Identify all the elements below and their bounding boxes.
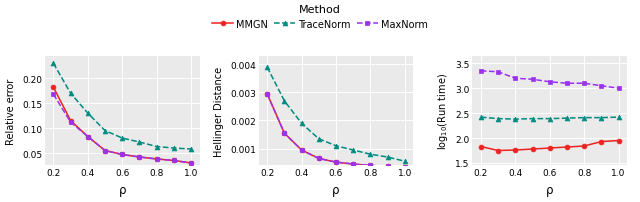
Y-axis label: Hellinger Distance: Hellinger Distance <box>214 66 225 156</box>
TraceNorm <box>136 141 143 144</box>
TraceNorm <box>367 153 374 156</box>
MaxNorm <box>529 79 536 81</box>
Line: MaxNorm: MaxNorm <box>265 92 407 170</box>
X-axis label: ρ: ρ <box>332 183 340 196</box>
TraceNorm <box>580 117 588 119</box>
MMGN <box>349 163 357 165</box>
Line: MMGN: MMGN <box>51 85 193 166</box>
MMGN <box>598 141 605 143</box>
MaxNorm <box>615 88 623 90</box>
MaxNorm <box>315 157 323 160</box>
TraceNorm <box>118 137 126 140</box>
MMGN <box>384 165 392 168</box>
MaxNorm <box>546 81 554 84</box>
MMGN <box>49 87 57 89</box>
TraceNorm <box>529 118 536 120</box>
Line: MaxNorm: MaxNorm <box>479 69 621 91</box>
MaxNorm <box>153 158 161 160</box>
MaxNorm <box>298 149 305 152</box>
MMGN <box>101 149 109 152</box>
TraceNorm <box>615 116 623 119</box>
MaxNorm <box>367 164 374 167</box>
MMGN <box>153 158 161 160</box>
MMGN <box>563 146 571 148</box>
MMGN <box>298 149 305 152</box>
Line: TraceNorm: TraceNorm <box>51 62 193 152</box>
MMGN <box>332 161 340 163</box>
MaxNorm <box>263 93 271 96</box>
TraceNorm <box>49 63 57 65</box>
MMGN <box>367 164 374 167</box>
TraceNorm <box>67 93 74 95</box>
MMGN <box>136 156 143 158</box>
TraceNorm <box>563 117 571 120</box>
MMGN <box>546 147 554 149</box>
MaxNorm <box>118 154 126 156</box>
MaxNorm <box>401 166 409 169</box>
MMGN <box>118 154 126 156</box>
MMGN <box>263 93 271 96</box>
TraceNorm <box>401 160 409 163</box>
TraceNorm <box>263 66 271 69</box>
Y-axis label: Relative error: Relative error <box>6 78 17 144</box>
Legend: MMGN, TraceNorm, MaxNorm: MMGN, TraceNorm, MaxNorm <box>212 5 428 29</box>
Line: TraceNorm: TraceNorm <box>479 115 621 122</box>
MMGN <box>580 145 588 147</box>
Line: MaxNorm: MaxNorm <box>51 92 193 166</box>
MaxNorm <box>494 71 502 74</box>
MMGN <box>529 148 536 150</box>
MaxNorm <box>563 83 571 85</box>
MMGN <box>67 120 74 122</box>
MMGN <box>280 132 288 135</box>
MaxNorm <box>67 121 74 124</box>
X-axis label: ρ: ρ <box>546 183 554 196</box>
MaxNorm <box>580 83 588 85</box>
MMGN <box>170 159 178 162</box>
TraceNorm <box>170 147 178 149</box>
TraceNorm <box>494 118 502 120</box>
MaxNorm <box>101 149 109 152</box>
Y-axis label: log$_{10}$(Run time): log$_{10}$(Run time) <box>436 73 449 149</box>
MaxNorm <box>598 85 605 87</box>
MaxNorm <box>511 78 519 80</box>
MaxNorm <box>384 165 392 168</box>
MaxNorm <box>84 136 92 138</box>
TraceNorm <box>153 146 161 148</box>
MMGN <box>401 166 409 169</box>
TraceNorm <box>332 145 340 147</box>
TraceNorm <box>349 149 357 152</box>
MaxNorm <box>332 161 340 163</box>
MaxNorm <box>477 70 484 73</box>
MMGN <box>511 149 519 152</box>
TraceNorm <box>84 112 92 115</box>
MaxNorm <box>170 159 178 162</box>
TraceNorm <box>101 130 109 132</box>
TraceNorm <box>298 122 305 125</box>
TraceNorm <box>598 117 605 119</box>
MaxNorm <box>280 132 288 135</box>
MMGN <box>315 157 323 160</box>
MMGN <box>494 149 502 152</box>
Line: TraceNorm: TraceNorm <box>265 65 407 164</box>
MaxNorm <box>349 163 357 165</box>
TraceNorm <box>280 100 288 103</box>
MMGN <box>615 140 623 142</box>
X-axis label: ρ: ρ <box>118 183 126 196</box>
MaxNorm <box>188 162 195 164</box>
MaxNorm <box>49 94 57 96</box>
MMGN <box>477 146 484 148</box>
TraceNorm <box>511 118 519 121</box>
TraceNorm <box>315 138 323 140</box>
TraceNorm <box>188 148 195 150</box>
Line: MMGN: MMGN <box>479 138 621 153</box>
TraceNorm <box>384 156 392 158</box>
MMGN <box>84 136 92 138</box>
TraceNorm <box>546 118 554 120</box>
TraceNorm <box>477 116 484 119</box>
MaxNorm <box>136 156 143 158</box>
MMGN <box>188 162 195 164</box>
Line: MMGN: MMGN <box>265 92 407 170</box>
